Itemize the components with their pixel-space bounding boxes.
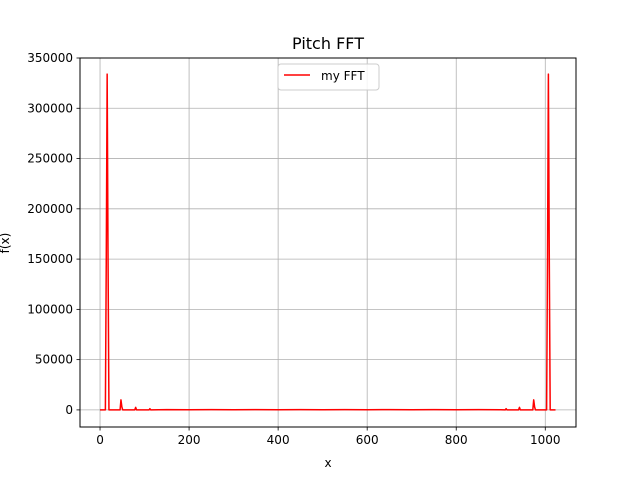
x-tick-label: 1000 <box>530 433 561 447</box>
y-tick-label: 250000 <box>27 152 73 166</box>
y-tick-label: 350000 <box>27 51 73 65</box>
legend-box <box>277 63 380 91</box>
legend: my FFT <box>277 63 380 91</box>
legend-label-my-fft: my FFT <box>321 69 365 83</box>
x-tick-label: 0 <box>96 433 104 447</box>
x-tick-label: 400 <box>267 433 290 447</box>
x-axis: 0 200 400 600 800 1000 <box>96 427 561 447</box>
series-line-my-fft <box>100 73 556 411</box>
chart-title: Pitch FFT <box>292 34 364 53</box>
plot-frame <box>79 57 577 428</box>
x-axis-label: x <box>324 456 331 470</box>
x-tick-label: 800 <box>445 433 468 447</box>
y-tick-label: 150000 <box>27 252 73 266</box>
y-tick-label: 200000 <box>27 202 73 216</box>
y-tick-label: 0 <box>65 403 73 417</box>
y-tick-label: 100000 <box>27 302 73 316</box>
y-tick-label: 50000 <box>35 353 73 367</box>
x-tick-label: 600 <box>356 433 379 447</box>
series-layer <box>100 73 556 411</box>
x-tick-label: 200 <box>178 433 201 447</box>
y-axis-label: f(x) <box>0 233 12 254</box>
y-axis: 0 50000 100000 150000 200000 250000 300000 3500… <box>27 51 80 417</box>
y-tick-label: 300000 <box>27 101 73 115</box>
